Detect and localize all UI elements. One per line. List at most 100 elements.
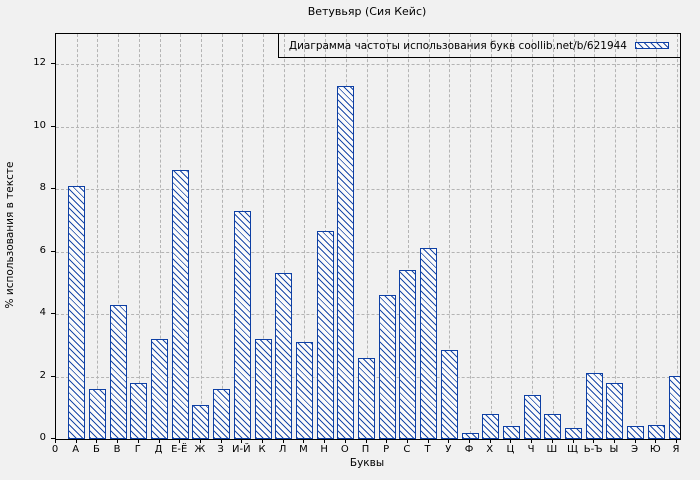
x-tick-mark — [96, 439, 98, 443]
bar — [523, 395, 541, 439]
bar — [213, 389, 231, 439]
x-tick-label: И-Й — [232, 444, 251, 455]
x-tick-mark — [55, 439, 56, 443]
x-tick-label: Б — [92, 444, 100, 455]
bar — [358, 358, 375, 439]
bar — [668, 376, 680, 439]
gridline-v — [221, 34, 223, 439]
y-tick-label: 12 — [33, 57, 46, 68]
x-tick-mark — [117, 439, 119, 443]
x-tick-label: Х — [486, 444, 494, 455]
bars-layer — [56, 34, 680, 439]
x-tick-label: М — [299, 444, 308, 455]
x-tick-mark — [158, 439, 160, 443]
x-tick-label: Г — [134, 444, 141, 455]
bar — [544, 414, 562, 439]
bar — [88, 389, 106, 439]
x-tick-mark — [427, 439, 429, 443]
bar — [606, 383, 624, 439]
x-tick-mark — [593, 439, 595, 443]
bar — [316, 231, 334, 439]
x-tick-mark — [676, 439, 677, 443]
bar — [68, 186, 86, 439]
gridline-v — [470, 34, 471, 439]
x-tick-mark — [613, 439, 615, 443]
bar — [130, 383, 148, 439]
x-tick-mark — [365, 439, 367, 443]
gridline-v — [532, 34, 534, 439]
bar — [378, 295, 396, 439]
x-origin-tick-label: 0 — [51, 444, 59, 455]
x-tick-label: З — [217, 444, 224, 455]
x-tick-mark — [406, 439, 408, 443]
x-tick-mark — [241, 439, 243, 443]
x-tick-label: Ш — [546, 444, 558, 455]
gridline-v — [200, 34, 202, 439]
y-tick-mark — [51, 125, 55, 127]
gridline-v — [594, 34, 596, 439]
x-tick-mark — [510, 439, 512, 443]
bar — [420, 248, 438, 439]
bar — [502, 426, 520, 439]
y-tick-mark — [51, 438, 55, 439]
x-tick-label: Д — [154, 444, 163, 455]
bar — [233, 211, 251, 439]
x-tick-mark — [303, 439, 305, 443]
bar — [192, 405, 210, 439]
gridline-v — [552, 34, 554, 439]
legend-box: Диаграмма частоты использования букв coo… — [278, 34, 680, 58]
bar — [109, 305, 127, 439]
y-tick-label: 0 — [39, 432, 46, 443]
x-tick-label: Ф — [464, 444, 474, 455]
gridline-v — [263, 34, 264, 439]
x-tick-label: С — [403, 444, 411, 455]
gridline-v — [159, 34, 161, 439]
gridline-v — [677, 34, 678, 439]
y-tick-mark — [51, 188, 55, 189]
y-tick-mark — [51, 250, 55, 252]
x-tick-mark — [179, 439, 181, 443]
x-tick-mark — [448, 439, 450, 443]
gridline-v — [118, 34, 120, 439]
bar — [275, 273, 293, 439]
y-tick-label: 2 — [39, 369, 46, 381]
x-tick-mark — [551, 439, 553, 443]
gridline-v — [407, 34, 409, 439]
x-tick-label: Р — [383, 444, 390, 455]
bar — [440, 350, 458, 439]
bar — [337, 86, 355, 439]
gridline-h — [56, 64, 680, 65]
x-tick-mark — [220, 439, 222, 443]
x-tick-label: П — [361, 444, 370, 455]
x-axis-label: Буквы — [349, 457, 385, 469]
x-tick-mark — [75, 439, 77, 443]
bar — [171, 170, 189, 439]
gridline-v — [304, 34, 306, 439]
bar — [254, 339, 272, 439]
x-tick-label: К — [258, 444, 266, 455]
y-tick-mark — [51, 313, 55, 314]
gridline-v — [656, 34, 658, 439]
x-tick-label: Е-Ё — [171, 444, 188, 455]
gridline-v — [573, 34, 575, 439]
y-tick-label: 4 — [39, 307, 46, 318]
x-tick-label: Щ — [567, 444, 578, 455]
x-tick-mark — [634, 439, 636, 443]
x-tick-mark — [344, 439, 346, 443]
legend-swatch-icon — [635, 42, 669, 49]
x-tick-mark — [137, 439, 139, 443]
x-tick-label: Ю — [649, 444, 661, 455]
x-tick-mark — [282, 439, 284, 443]
x-tick-label: Я — [672, 444, 680, 455]
x-tick-label: Т — [424, 444, 431, 455]
plot-area: Диаграмма частоты использования букв coo… — [55, 33, 681, 440]
bar — [461, 433, 479, 439]
x-tick-label: Ч — [527, 444, 535, 455]
x-tick-label: У — [445, 444, 452, 455]
gridline-h — [56, 126, 680, 128]
x-tick-mark — [199, 439, 201, 443]
x-tick-mark — [655, 439, 657, 443]
y-tick-label: 8 — [39, 182, 46, 193]
bar — [295, 342, 313, 439]
